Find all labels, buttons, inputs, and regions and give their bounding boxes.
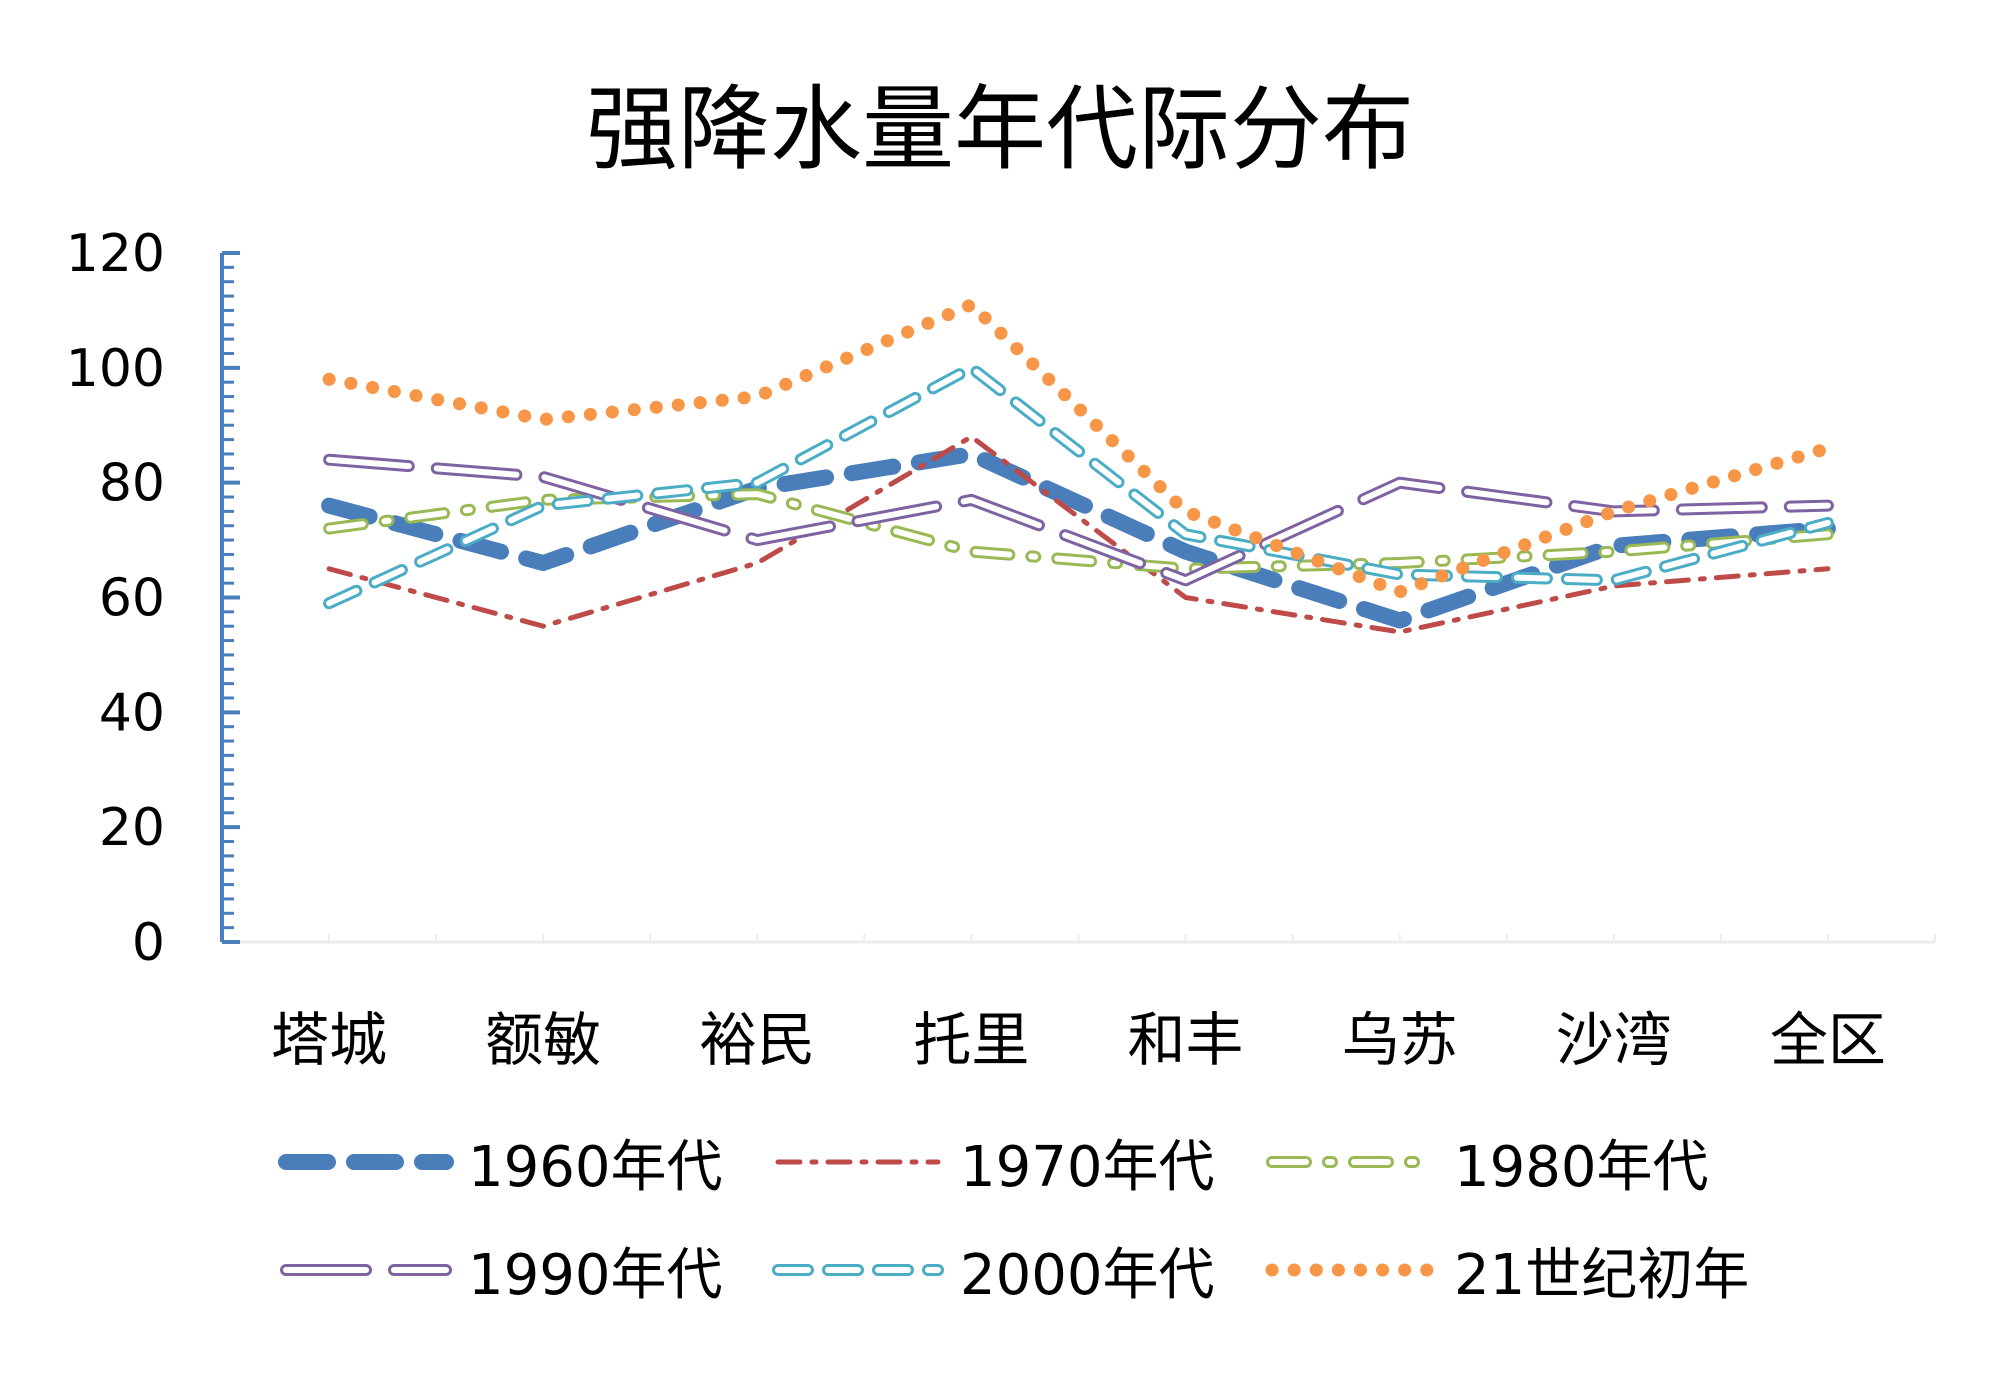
data-point — [325, 599, 333, 607]
data-point — [539, 559, 547, 567]
x-category-label: 托里 — [913, 1006, 1029, 1074]
x-category-label: 裕民 — [699, 1006, 815, 1074]
x-category-label: 沙湾 — [1556, 1006, 1672, 1074]
data-point — [1396, 616, 1404, 624]
x-category-label: 全区 — [1770, 1006, 1886, 1074]
data-point — [1396, 588, 1404, 596]
series-line-2 — [325, 433, 1832, 636]
y-tick-label: 40 — [99, 683, 165, 743]
data-point — [539, 502, 547, 510]
x-category-label: 额敏 — [485, 1006, 601, 1074]
data-point — [967, 433, 975, 441]
data-point — [1396, 571, 1404, 579]
data-point — [967, 301, 975, 309]
data-point — [539, 416, 547, 424]
data-point — [1824, 502, 1832, 510]
data-point — [1182, 507, 1190, 515]
labels-group: 0 20 40 60 80 100 120 塔城 额敏 裕民 托里 和丰 乌苏 沙湾 全区 — [66, 224, 1886, 1074]
data-point — [1824, 530, 1832, 538]
data-point — [1610, 507, 1618, 515]
data-point — [325, 502, 333, 510]
x-category-label: 塔城 — [271, 1006, 387, 1074]
y-tick-label: 0 — [132, 913, 165, 973]
data-point — [1182, 565, 1190, 573]
data-point — [1610, 576, 1618, 584]
data-point — [325, 375, 333, 383]
x-category-label: 乌苏 — [1342, 1006, 1458, 1074]
chart-title: 强降水量年代际分布 — [585, 76, 1414, 183]
data-point — [1182, 576, 1190, 584]
data-point — [1182, 594, 1190, 602]
y-tick-label: 100 — [66, 339, 165, 399]
data-point — [325, 565, 333, 573]
y-tick-label: 60 — [99, 569, 165, 629]
series-line-stroke — [326, 434, 1831, 635]
data-point — [967, 496, 975, 504]
x-category-label: 和丰 — [1128, 1006, 1244, 1074]
data-point — [1610, 548, 1618, 556]
series-line-4 — [323, 453, 1834, 587]
data-point — [967, 450, 975, 458]
series-layer — [321, 298, 1836, 636]
data-point — [1824, 565, 1832, 573]
data-point — [1182, 548, 1190, 556]
data-point — [753, 490, 761, 498]
data-point — [967, 364, 975, 372]
y-tick-label: 20 — [99, 798, 165, 858]
data-point — [1396, 559, 1404, 567]
series-line-stroke — [322, 298, 1835, 599]
series-line-inner — [326, 364, 1831, 607]
data-point — [325, 456, 333, 464]
data-point — [539, 622, 547, 630]
y-tick-label: 120 — [66, 224, 165, 284]
series-line-inner — [326, 456, 1831, 584]
data-point — [325, 525, 333, 533]
data-point — [1182, 530, 1190, 538]
data-point — [753, 479, 761, 487]
data-point — [539, 473, 547, 481]
data-point — [967, 548, 975, 556]
data-point — [1824, 519, 1832, 527]
axes-group — [220, 251, 1936, 944]
data-point — [753, 393, 761, 401]
data-point — [1396, 479, 1404, 487]
series-line-6 — [322, 298, 1835, 599]
data-point — [1824, 444, 1832, 452]
data-point — [753, 559, 761, 567]
data-point — [1396, 628, 1404, 636]
data-point — [753, 536, 761, 544]
series-line-5 — [323, 361, 1834, 610]
y-tick-label: 80 — [99, 454, 165, 514]
